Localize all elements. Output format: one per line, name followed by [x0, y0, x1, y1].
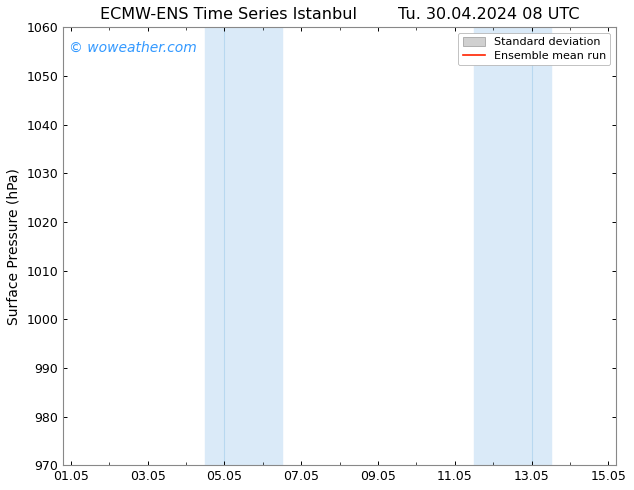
Bar — [474, 27, 551, 465]
Legend: Standard deviation, Ensemble mean run: Standard deviation, Ensemble mean run — [458, 33, 611, 65]
Text: © woweather.com: © woweather.com — [68, 40, 197, 54]
Title: ECMW-ENS Time Series Istanbul        Tu. 30.04.2024 08 UTC: ECMW-ENS Time Series Istanbul Tu. 30.04.… — [100, 7, 579, 22]
Y-axis label: Surface Pressure (hPa): Surface Pressure (hPa) — [7, 168, 21, 325]
Bar — [205, 27, 282, 465]
